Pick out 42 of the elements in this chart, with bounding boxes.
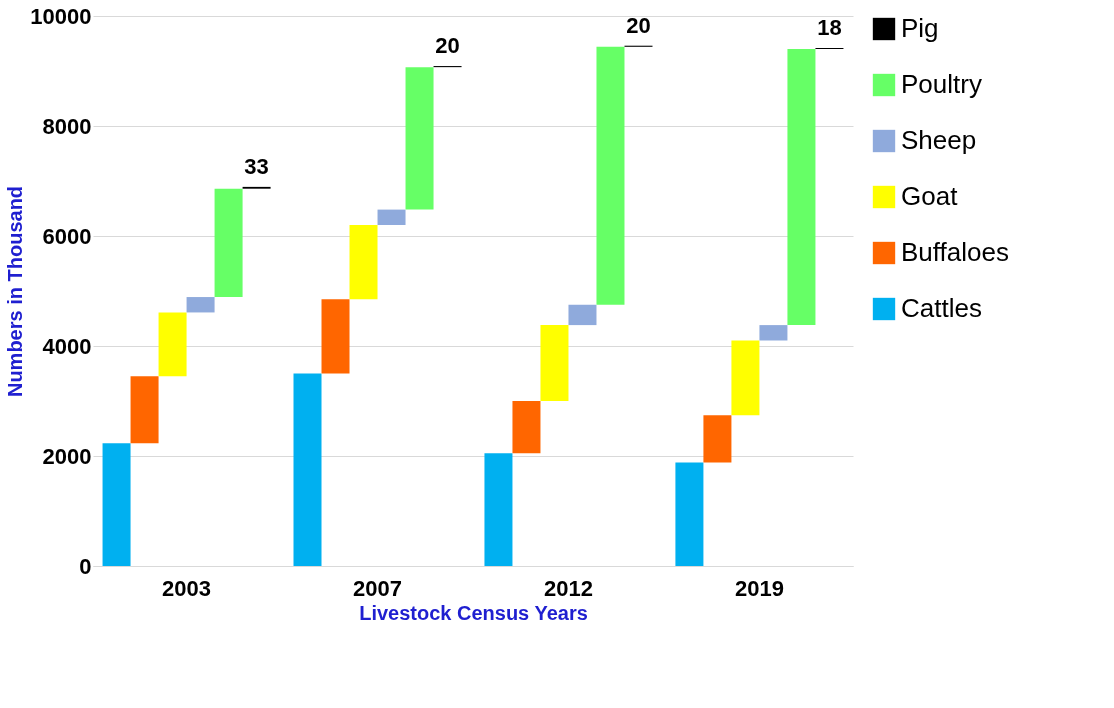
- y-tick-label: 8000: [42, 113, 92, 139]
- data-label: 18: [817, 15, 842, 41]
- data-label: 20: [435, 33, 460, 59]
- bar: [158, 312, 187, 377]
- bar: [377, 209, 406, 225]
- y-tick-label: 2000: [42, 443, 92, 469]
- x-tick-label: 2019: [734, 575, 784, 601]
- legend-label: Cattles: [901, 293, 982, 323]
- bar: [675, 462, 704, 566]
- bar: [731, 340, 760, 416]
- legend-label: Poultry: [901, 69, 982, 99]
- bar: [596, 46, 625, 305]
- x-tick-label: 2003: [162, 575, 212, 601]
- x-tick-label: 2012: [544, 575, 593, 601]
- bar: [214, 188, 243, 298]
- y-tick-label: 6000: [42, 223, 92, 249]
- bar: [102, 443, 131, 566]
- legend-label: Goat: [901, 181, 959, 211]
- legend-label: Buffaloes: [901, 237, 1009, 267]
- x-tick-label: 2007: [353, 575, 402, 601]
- y-axis-title: Numbers in Thousand: [4, 185, 27, 398]
- bar: [130, 376, 159, 444]
- bar: [321, 299, 350, 374]
- bar: [512, 401, 541, 454]
- bar: [703, 415, 732, 463]
- y-tick-label: 10000: [30, 3, 92, 29]
- data-label: 33: [244, 153, 269, 179]
- bar: [405, 67, 434, 210]
- bar: [293, 373, 322, 566]
- bar: [568, 304, 597, 326]
- bar: [759, 325, 788, 341]
- bar: [349, 225, 378, 300]
- bar: [787, 49, 816, 326]
- data-label: 20: [626, 12, 651, 38]
- bar: [540, 325, 569, 401]
- y-tick-label: 4000: [42, 333, 92, 359]
- x-axis-title: Livestock Census Years: [359, 601, 588, 624]
- bar: [186, 297, 215, 313]
- legend-label: Sheep: [901, 125, 977, 155]
- y-tick-label: 0: [79, 553, 92, 579]
- legend-label: Pig: [901, 13, 939, 43]
- bar: [484, 453, 513, 566]
